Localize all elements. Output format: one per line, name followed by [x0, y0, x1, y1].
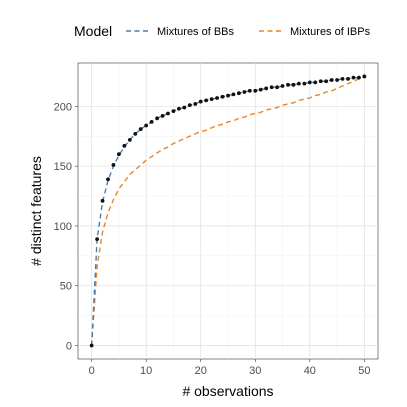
data-point: [155, 116, 159, 121]
data-point: [237, 91, 241, 96]
data-point: [187, 103, 192, 108]
data-point: [329, 78, 334, 82]
y-tick-label: 150: [54, 161, 72, 173]
y-tick-label: 200: [54, 101, 72, 113]
data-point: [253, 88, 258, 93]
x-tick-label: 20: [195, 365, 207, 377]
data-point: [144, 123, 149, 128]
series-line-mixtures-of-bbs: [90, 75, 365, 346]
x-tick-label: 10: [140, 365, 152, 377]
grid-major: [78, 63, 378, 359]
data-point: [247, 88, 252, 93]
data-point: [346, 76, 350, 81]
x-tick-label: 0: [89, 365, 95, 377]
points-layer: [89, 74, 367, 348]
data-point: [335, 78, 339, 82]
data-point: [133, 131, 138, 136]
data-point: [231, 92, 236, 97]
data-point: [95, 237, 99, 242]
data-point: [117, 152, 121, 157]
data-point: [275, 85, 279, 90]
legend-label-bbs: Mixtures of BBs: [157, 26, 235, 38]
data-point: [291, 82, 296, 87]
legend-title: Model: [74, 23, 112, 39]
data-point: [204, 98, 209, 103]
data-point: [269, 85, 274, 90]
data-point: [149, 120, 154, 124]
x-axis-title: # observations: [182, 383, 273, 399]
y-tick-label: 50: [60, 281, 72, 293]
data-point: [138, 127, 143, 131]
data-point: [242, 90, 247, 94]
data-point: [127, 137, 132, 142]
x-tick-label: 50: [358, 365, 370, 377]
data-point: [111, 163, 116, 167]
legend: Model Mixtures of BBs Mixtures of IBPs: [74, 23, 371, 39]
data-point: [215, 96, 219, 100]
data-point: [340, 76, 345, 81]
x-axis-ticks: 0 10 20 30 40 50: [89, 359, 370, 377]
data-point: [198, 99, 203, 104]
data-point: [182, 105, 187, 110]
data-point: [307, 80, 312, 85]
data-point: [302, 81, 307, 86]
data-point: [297, 81, 301, 86]
data-point: [258, 87, 263, 92]
data-point: [362, 74, 367, 79]
data-point: [280, 84, 285, 88]
y-tick-label: 0: [66, 341, 72, 353]
legend-label-ibps: Mixtures of IBPs: [290, 26, 371, 38]
data-point: [324, 79, 329, 84]
data-point: [351, 75, 356, 80]
data-point: [171, 109, 176, 114]
data-point: [89, 343, 94, 348]
series-layer: [90, 75, 365, 346]
data-point: [122, 143, 127, 148]
y-axis-ticks: 0 50 100 150 200: [54, 101, 78, 353]
data-point: [264, 86, 269, 91]
data-point: [193, 102, 198, 106]
data-point: [357, 75, 361, 80]
data-point: [100, 198, 105, 203]
y-axis-title: # distinct features: [28, 156, 44, 266]
y-tick-label: 100: [54, 221, 72, 233]
data-point: [313, 80, 318, 85]
x-tick-label: 40: [304, 365, 316, 377]
data-point: [106, 177, 110, 182]
data-point: [318, 79, 323, 84]
series-line-mixtures-of-ibps: [90, 75, 365, 346]
data-point: [220, 94, 225, 99]
data-point: [166, 111, 170, 116]
data-point: [286, 82, 290, 87]
x-tick-label: 30: [249, 365, 261, 377]
grid-minor: [78, 63, 378, 359]
data-point: [209, 97, 214, 102]
data-point: [160, 114, 165, 118]
data-point: [177, 106, 181, 111]
data-point: [226, 93, 230, 98]
